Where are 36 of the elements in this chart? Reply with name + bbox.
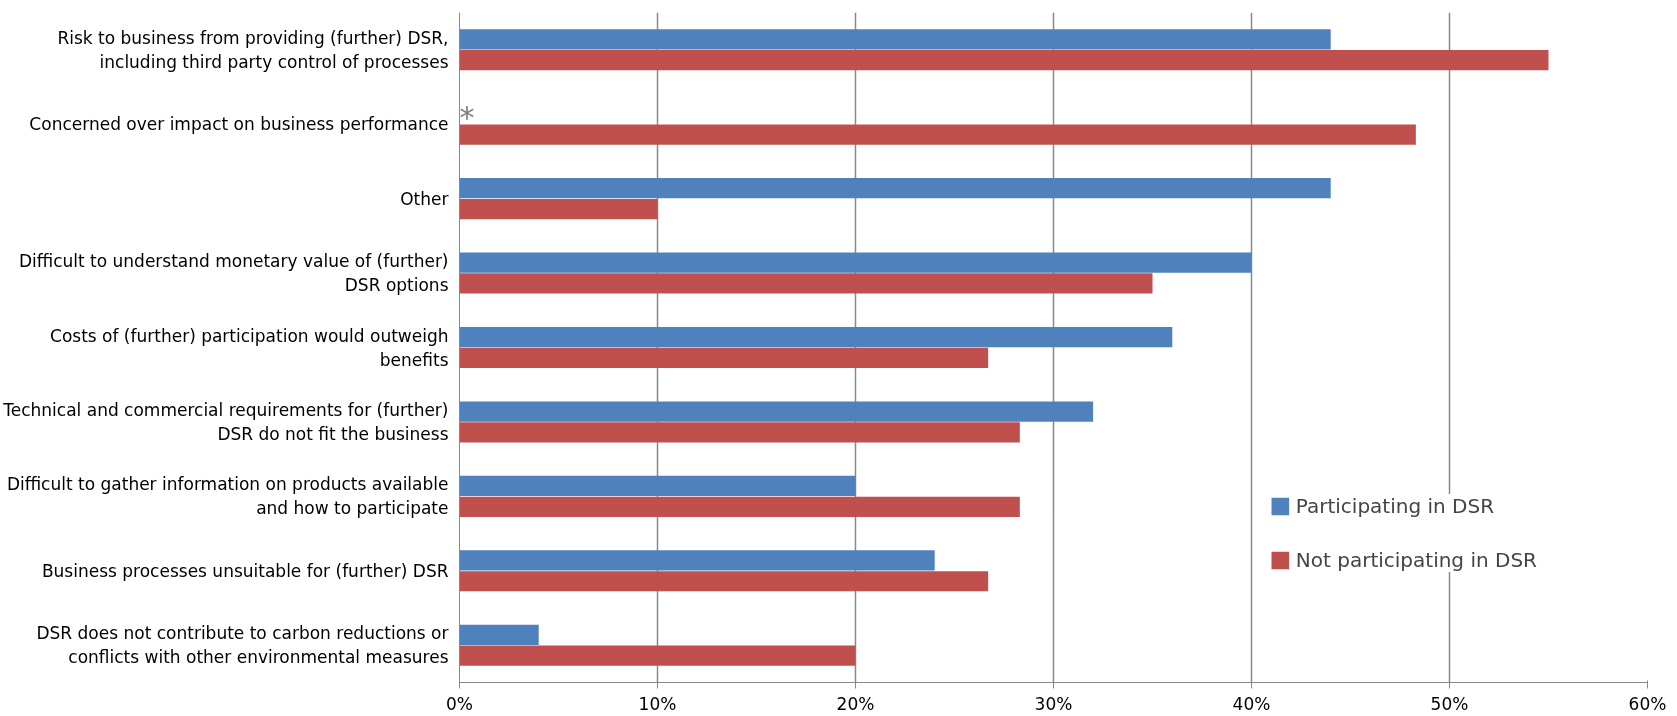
y-tick-label: Technical and commercial requirements for (further) DSR do not fit the business — [2, 399, 449, 444]
y-tick-label: Difficult to understand monetary value of (further) DSR options — [18, 251, 449, 296]
y-tick-label: Risk to business from providing (further) DSR, including third party control of processes — [57, 27, 449, 72]
y-tick-label: Concerned over impact on business performance — [29, 114, 449, 135]
bar — [459, 571, 989, 592]
legend-label: Participating in DSR — [1295, 494, 1495, 518]
legend-label: Not participating in DSR — [1295, 548, 1537, 572]
bar — [459, 326, 1173, 348]
y-tick-label: Other — [400, 188, 449, 209]
bar — [459, 422, 1020, 443]
y-tick-label: DSR does not contribute to carbon reductions or conflicts with other environmental measures — [36, 623, 449, 668]
x-tick-label: 60% — [1628, 693, 1667, 714]
y-tick-label: Business processes unsuitable for (further) DSR — [41, 560, 449, 581]
bar — [459, 645, 856, 666]
bar — [459, 50, 1549, 71]
x-tick-label: 50% — [1430, 693, 1469, 714]
x-tick-label: 0% — [446, 693, 473, 714]
y-tick-label: Costs of (further) participation would outweigh benefits — [50, 325, 449, 370]
x-tick-label: 10% — [638, 693, 677, 714]
bar — [459, 401, 1094, 422]
bar — [459, 124, 1416, 145]
bar — [459, 29, 1331, 50]
bar — [459, 624, 539, 645]
x-tick-label: 30% — [1034, 693, 1073, 714]
bar — [459, 475, 856, 497]
bar — [459, 496, 1020, 517]
bar — [459, 550, 935, 571]
y-tick-label: Difficult to gather information on products available and how to participate — [6, 474, 449, 519]
bar — [459, 347, 989, 369]
x-tick-label: 40% — [1232, 693, 1271, 714]
annotation: * — [459, 99, 475, 135]
bar — [459, 178, 1331, 199]
x-tick-label: 20% — [836, 693, 875, 714]
bar — [459, 252, 1252, 273]
bar — [459, 273, 1153, 294]
bar — [459, 198, 658, 220]
